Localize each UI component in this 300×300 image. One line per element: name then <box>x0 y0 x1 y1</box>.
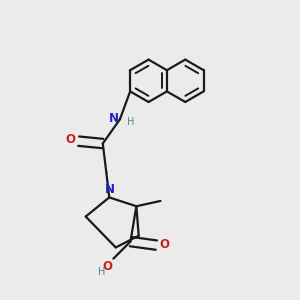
Text: H: H <box>98 268 105 278</box>
Text: H: H <box>127 117 134 127</box>
Text: N: N <box>109 112 119 125</box>
Text: O: O <box>66 134 76 146</box>
Text: N: N <box>105 183 115 196</box>
Text: O: O <box>159 238 169 251</box>
Text: O: O <box>103 260 112 272</box>
